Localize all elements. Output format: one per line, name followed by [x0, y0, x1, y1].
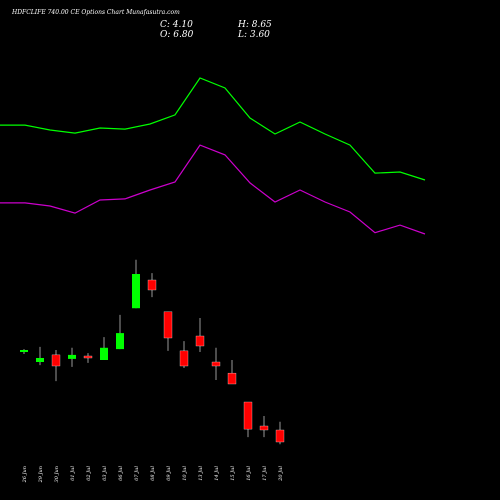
- candle-body: [36, 358, 44, 362]
- line-series: [0, 77, 426, 181]
- candle-body: [211, 361, 221, 367]
- chart-title: HDFCLIFE 740.00 CE Options Chart Munafas…: [11, 9, 180, 16]
- candle-body: [275, 429, 285, 443]
- low-label: L: 3.60: [237, 30, 270, 40]
- open-label: O: 6.80: [160, 30, 194, 40]
- x-tick-label: 29 Jun: [38, 466, 44, 483]
- x-tick-label: 17 Jul: [262, 466, 268, 481]
- candle-body: [83, 355, 93, 359]
- candle-body: [195, 335, 205, 347]
- candle-body: [132, 274, 140, 309]
- x-tick-label: 16 Jul: [246, 466, 252, 481]
- x-tick-label: 01 Jul: [70, 466, 76, 481]
- candle-body: [68, 354, 76, 359]
- x-tick-label: 09 Jul: [166, 466, 172, 481]
- x-tick-label: 15 Jul: [230, 466, 236, 481]
- x-tick-label: 20 Jul: [278, 466, 284, 482]
- x-tick-label: 08 Jul: [150, 466, 156, 481]
- x-tick-label: 26 Jun: [22, 466, 28, 483]
- x-tick-label: 02 Jul: [86, 466, 92, 481]
- candle-body: [51, 354, 61, 367]
- x-tick-label: 03 Jul: [102, 466, 108, 481]
- candle-body: [179, 350, 189, 367]
- candle-body: [100, 347, 108, 360]
- candle-body: [147, 279, 157, 291]
- candle-body: [116, 333, 124, 350]
- x-tick-label: 06 Jul: [118, 466, 124, 481]
- high-label: H: 8.65: [237, 20, 272, 30]
- x-tick-label: 10 Jul: [182, 466, 188, 481]
- x-tick-label: 14 Jul: [214, 466, 220, 481]
- x-tick-label: 07 Jul: [134, 466, 140, 481]
- candle-body: [243, 401, 253, 430]
- candle-body: [227, 372, 237, 385]
- candle-body: [20, 350, 28, 352]
- x-tick-label: 30 Jun: [54, 466, 60, 482]
- line-series: [0, 144, 426, 235]
- candle-body: [163, 311, 173, 339]
- x-tick-label: 13 Jul: [198, 466, 204, 481]
- candle-body: [259, 425, 269, 431]
- close-label: C: 4.10: [160, 20, 193, 30]
